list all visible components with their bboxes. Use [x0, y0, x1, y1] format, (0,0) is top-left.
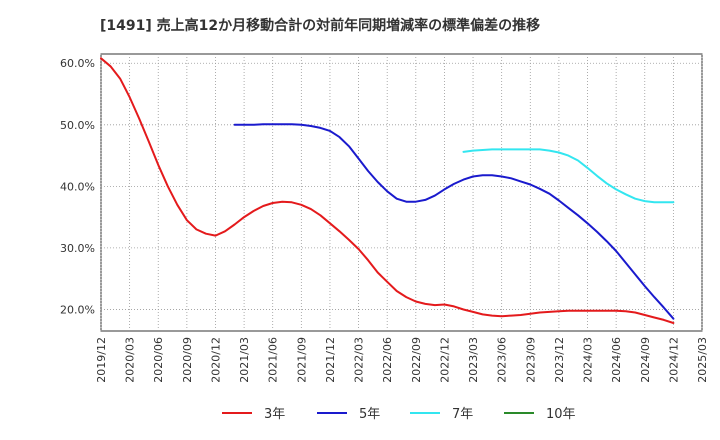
- x-tick-label: 2021/03: [238, 337, 251, 383]
- plot-area: [100, 53, 703, 332]
- y-tick-label: 40.0%: [60, 180, 95, 193]
- x-tick-label: 2023/09: [524, 337, 537, 383]
- x-tick-label: 2020/12: [209, 337, 222, 383]
- x-tick-label: 2021/06: [267, 337, 280, 383]
- legend-label: 5年: [359, 407, 380, 422]
- x-tick-label: 2024/06: [610, 337, 623, 383]
- y-tick-label: 50.0%: [60, 119, 95, 132]
- legend-label: 3年: [264, 407, 285, 422]
- x-tick-label: 2022/03: [353, 337, 366, 383]
- legend-label: 7年: [452, 407, 473, 422]
- series-line-5年: [233, 123, 675, 320]
- x-tick-label: 2019/12: [95, 337, 108, 383]
- x-tick-label: 2020/09: [181, 337, 194, 383]
- y-tick-label: 30.0%: [60, 242, 95, 255]
- x-tick-label: 2022/12: [438, 337, 451, 383]
- x-tick-label: 2024/03: [582, 337, 595, 383]
- x-tick-label: 2023/06: [496, 337, 509, 383]
- y-tick-label: 20.0%: [60, 303, 95, 316]
- x-axis: 2019/12 2020/03 2020/06 2020/09 2020/12 2021/…: [95, 54, 709, 383]
- series-line-3年: [100, 57, 675, 324]
- x-tick-label: 2021/09: [295, 337, 308, 383]
- y-axis: 20.0% 30.0% 40.0% 50.0% 60.0%: [60, 57, 702, 316]
- legend: 3年 5年 7年 10年: [222, 407, 576, 422]
- plot-frame: [100, 53, 703, 332]
- x-tick-label: 2020/06: [152, 337, 165, 383]
- series-line-7年: [462, 148, 675, 204]
- x-tick-label: 2021/12: [324, 337, 337, 383]
- series-layer: [100, 57, 675, 324]
- x-tick-label: 2025/03: [696, 337, 709, 383]
- y-tick-label: 60.0%: [60, 57, 95, 70]
- legend-label: 10年: [546, 407, 576, 422]
- chart-title: [1491] 売上高12か月移動合計の対前年同期増減率の標準偏差の推移: [100, 17, 540, 34]
- x-tick-label: 2023/03: [467, 337, 480, 383]
- x-tick-label: 2024/12: [667, 337, 680, 383]
- x-tick-label: 2022/06: [381, 337, 394, 383]
- x-tick-label: 2022/09: [410, 337, 423, 383]
- x-tick-label: 2020/03: [124, 337, 137, 383]
- x-tick-label: 2024/09: [639, 337, 652, 383]
- x-tick-label: 2023/12: [553, 337, 566, 383]
